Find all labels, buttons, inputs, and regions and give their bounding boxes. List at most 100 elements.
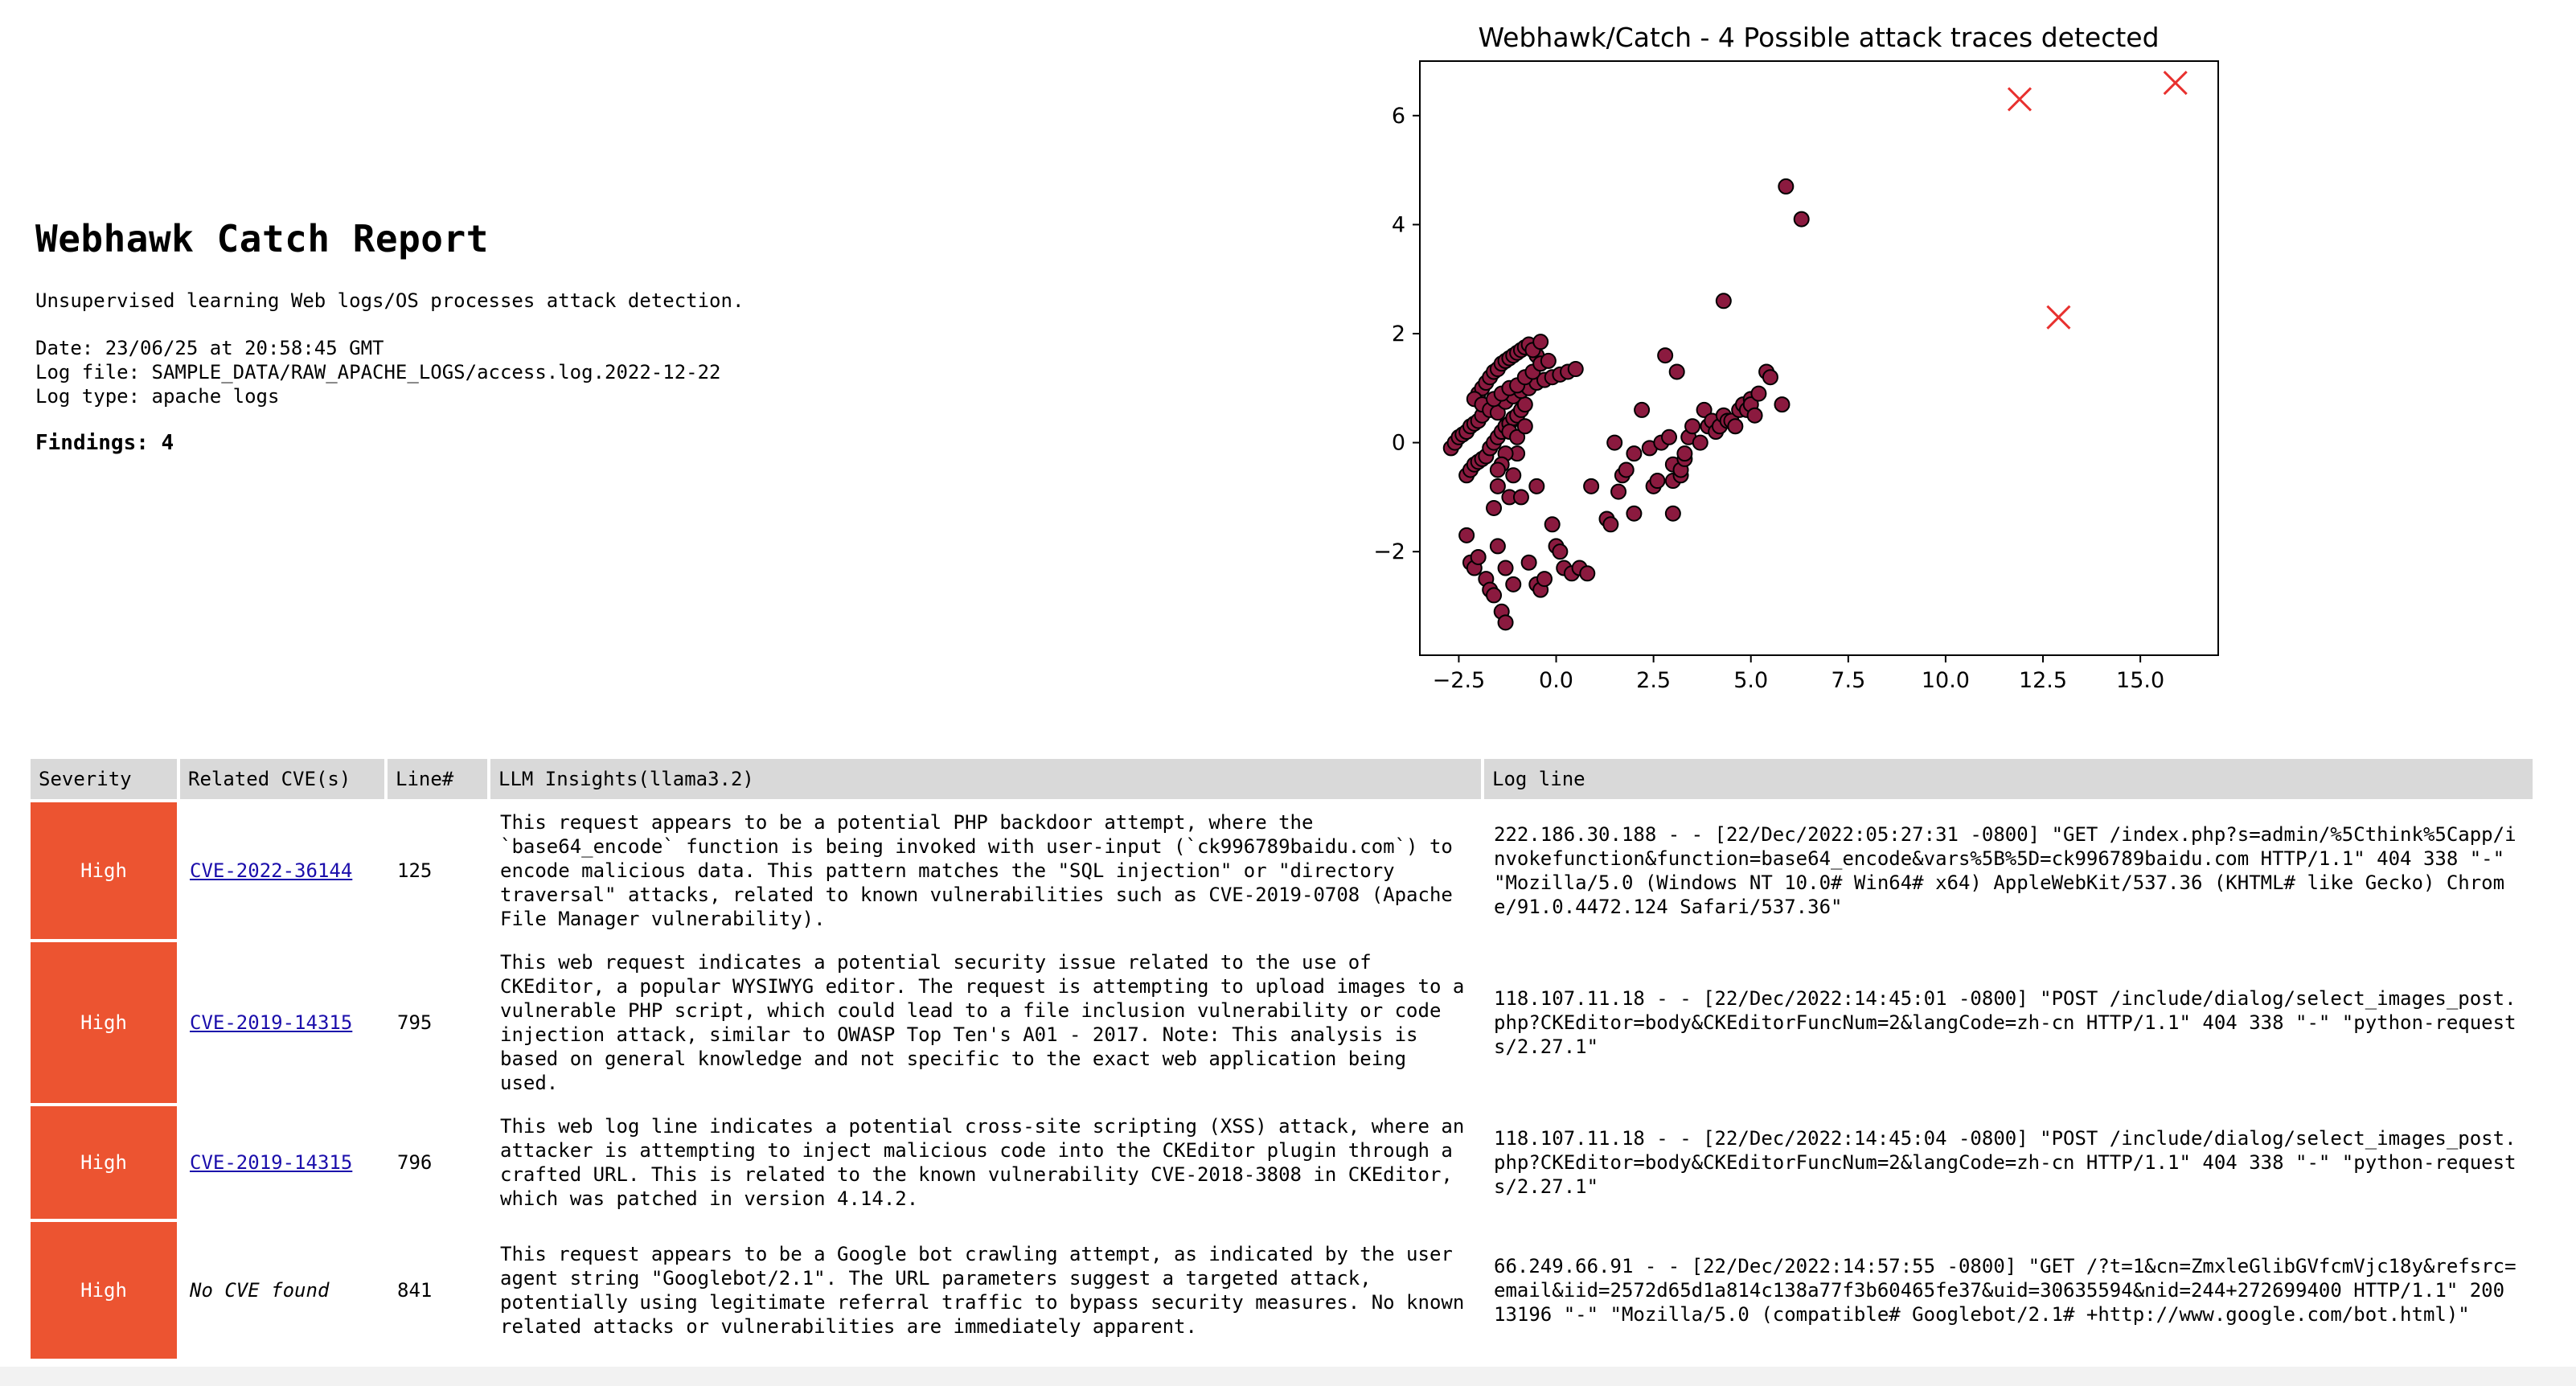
report-subtitle: Unsupervised learning Web logs/OS proces…	[35, 289, 744, 312]
data-point	[1470, 548, 1487, 565]
data-point	[1626, 505, 1643, 522]
header-cve: Related CVE(s)	[180, 759, 384, 799]
llm-insight: This web log line indicates a potential …	[500, 1115, 1465, 1210]
table-row: High CVE-2019-14315 795 This web request…	[31, 942, 2533, 1103]
report-date: Date: 23/06/25 at 20:58:45 GMT	[35, 337, 384, 359]
table-row: High CVE-2022-36144 125 This request app…	[31, 802, 2533, 939]
data-point	[1661, 429, 1678, 445]
data-point	[1497, 560, 1514, 576]
y-tick-label: 2	[1392, 322, 1405, 346]
data-point	[1676, 445, 1693, 462]
data-point	[1774, 396, 1790, 413]
data-point	[1602, 516, 1619, 533]
log-line: 118.107.11.18 - - [22/Dec/2022:14:45:04 …	[1494, 1127, 2517, 1198]
log-line: 222.186.30.188 - - [22/Dec/2022:05:27:31…	[1494, 823, 2517, 918]
scatter-chart-svg: Webhawk/Catch - 4 Possible attack traces…	[1373, 22, 2219, 693]
data-point	[1626, 445, 1643, 462]
data-point	[1489, 538, 1506, 555]
data-point	[1692, 434, 1708, 451]
horizontal-scrollbar[interactable]	[0, 1367, 2576, 1386]
outlier-point	[2007, 87, 2032, 112]
data-point	[1778, 178, 1795, 195]
cve-link[interactable]: CVE-2019-14315	[190, 1011, 353, 1034]
severity-badge: High	[31, 1106, 177, 1219]
x-tick-label: 10.0	[1922, 668, 1970, 693]
x-tick-label: 7.5	[1831, 668, 1865, 693]
data-point	[1606, 434, 1623, 451]
data-point	[1528, 478, 1545, 494]
findings-label: Findings:	[35, 431, 149, 455]
data-point	[1634, 401, 1651, 418]
data-point	[1750, 385, 1767, 402]
data-point	[1579, 565, 1596, 582]
data-point	[1746, 407, 1763, 424]
cve-cell: CVE-2019-14315	[180, 942, 384, 1103]
data-point	[1489, 478, 1506, 494]
y-tick-label: −2	[1373, 539, 1405, 564]
x-tick-label: 0.0	[1539, 668, 1573, 693]
findings-summary: Findings: 4	[35, 431, 1081, 455]
data-point	[1512, 489, 1529, 506]
report-header: Webhawk Catch Report Unsupervised learni…	[35, 217, 1081, 455]
severity-badge: High	[31, 802, 177, 939]
data-point	[1664, 505, 1681, 522]
data-point	[1540, 352, 1557, 369]
y-tick-label: 6	[1392, 104, 1405, 129]
data-point	[1583, 478, 1600, 494]
report-log-file: Log file: SAMPLE_DATA/RAW_APACHE_LOGS/ac…	[35, 361, 721, 383]
data-point	[1567, 361, 1584, 378]
data-point	[1657, 347, 1674, 364]
data-point	[1552, 543, 1569, 560]
data-point	[1536, 571, 1553, 588]
data-point	[1505, 467, 1522, 484]
cve-cell: No CVE found	[180, 1222, 384, 1359]
llm-insight: This request appears to be a Google bot …	[500, 1243, 1465, 1338]
findings-count: 4	[161, 431, 174, 455]
cve-cell: CVE-2019-14315	[180, 1106, 384, 1219]
x-tick-label: 15.0	[2116, 668, 2164, 693]
data-point	[1544, 516, 1561, 533]
data-point	[1762, 369, 1778, 386]
data-point	[1668, 363, 1685, 380]
cve-link[interactable]: CVE-2019-14315	[190, 1151, 353, 1174]
data-point	[1715, 293, 1732, 310]
line-number: 125	[397, 859, 433, 882]
data-point	[1458, 527, 1475, 543]
y-tick-label: 4	[1392, 212, 1405, 237]
findings-table: Severity Related CVE(s) Line# LLM Insigh…	[27, 756, 2536, 1362]
x-tick-label: 2.5	[1636, 668, 1671, 693]
outlier-point	[2163, 71, 2188, 96]
report-title: Webhawk Catch Report	[35, 217, 489, 260]
cve-link[interactable]: CVE-2022-36144	[190, 859, 353, 882]
chart-points	[1442, 71, 2188, 631]
data-point	[1618, 461, 1635, 478]
header-line: Line#	[388, 759, 487, 799]
data-point	[1497, 614, 1514, 631]
y-tick-label: 0	[1392, 431, 1405, 456]
report-log-type: Log type: apache logs	[35, 385, 280, 408]
x-tick-label: 12.5	[2019, 668, 2067, 693]
severity-badge: High	[31, 1222, 177, 1359]
data-point	[1520, 554, 1537, 571]
llm-insight: This request appears to be a potential P…	[500, 811, 1453, 930]
llm-insight: This web request indicates a potential s…	[500, 951, 1465, 1094]
data-point	[1684, 418, 1701, 435]
data-point	[1649, 473, 1666, 490]
line-number: 795	[397, 1011, 433, 1034]
table-row: High No CVE found 841 This request appea…	[31, 1222, 2533, 1359]
log-line: 66.249.66.91 - - [22/Dec/2022:14:57:55 -…	[1494, 1255, 2517, 1326]
header-insights: LLM Insights(llama3.2)	[490, 759, 1481, 799]
chart-plot-frame	[1419, 60, 2219, 656]
line-number: 841	[397, 1279, 433, 1302]
data-point	[1516, 418, 1533, 435]
data-point	[1505, 576, 1522, 593]
data-point	[1610, 483, 1627, 500]
data-point	[1509, 429, 1526, 445]
severity-badge: High	[31, 942, 177, 1103]
no-cve-label: No CVE found	[190, 1279, 330, 1302]
chart-axis-ticks: −2.5 0.0 2.5 5.0 7.5 10.0 12.5 15.0 −2 0 2 4 6	[1373, 104, 2164, 693]
data-point	[1532, 334, 1549, 351]
line-number: 796	[397, 1151, 433, 1174]
header-severity: Severity	[31, 759, 177, 799]
log-line: 118.107.11.18 - - [22/Dec/2022:14:45:01 …	[1494, 987, 2517, 1058]
